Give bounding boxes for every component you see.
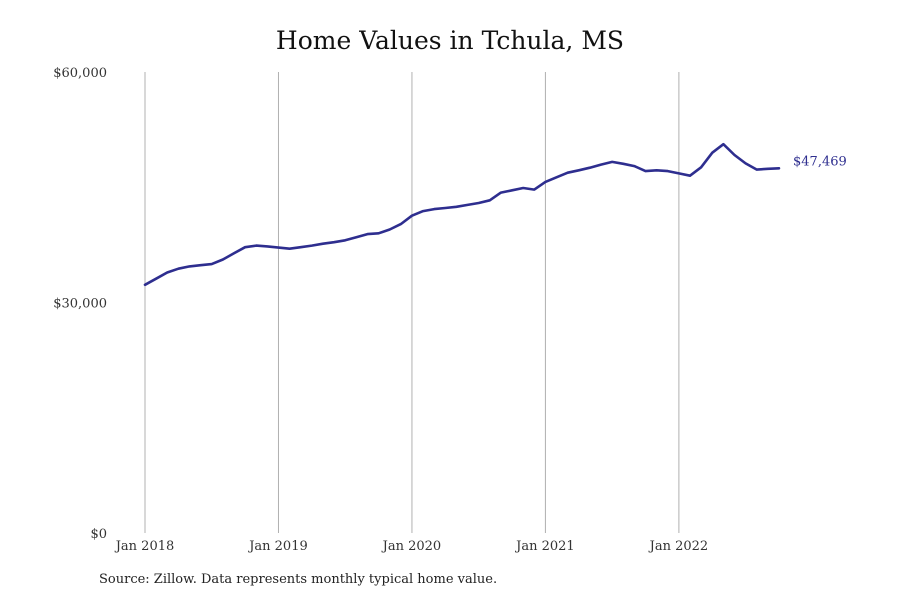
x-tick-labels: Jan 2018 Jan 2019 Jan 2020 Jan 2021 Jan 2022 <box>114 539 708 554</box>
end-value-label: $47,469 <box>793 154 847 169</box>
y-tick-label: $60,000 <box>53 66 107 81</box>
chart-title: Home Values in Tchula, MS <box>275 26 625 55</box>
y-tick-label: $0 <box>90 527 107 542</box>
x-tick-label: Jan 2018 <box>114 539 175 554</box>
x-tick-label: Jan 2021 <box>514 539 575 554</box>
x-tick-label: Jan 2022 <box>648 539 709 554</box>
x-tick-label: Jan 2020 <box>381 539 442 554</box>
home-value-line <box>143 142 781 287</box>
source-note: Source: Zillow. Data represents monthly … <box>99 572 498 587</box>
y-tick-labels: $0 $30,000 $60,000 <box>53 66 107 542</box>
x-tick-label: Jan 2019 <box>247 539 308 554</box>
y-tick-label: $30,000 <box>53 297 107 312</box>
x-gridlines <box>144 72 680 533</box>
